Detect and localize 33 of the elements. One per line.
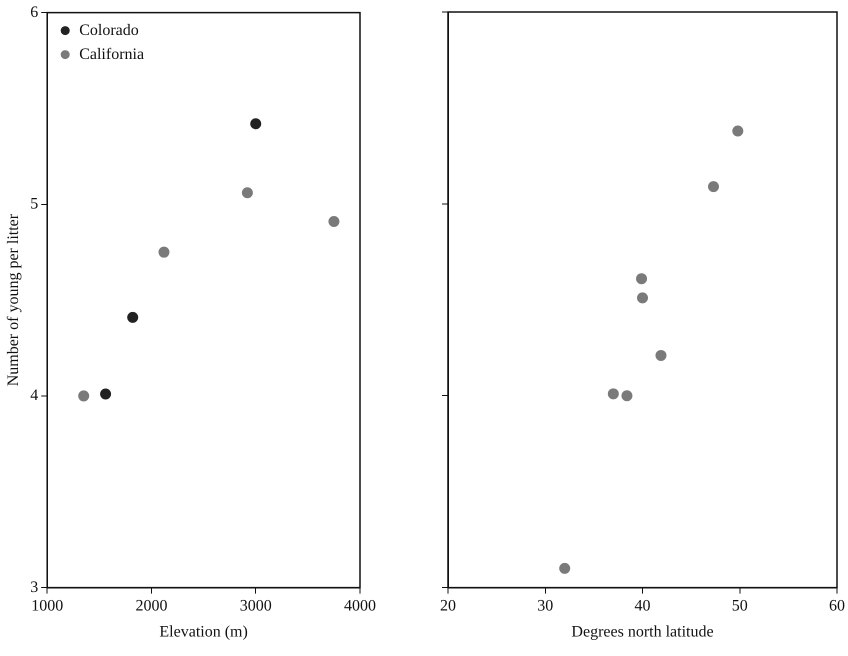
- x-tick-label: 40: [634, 597, 650, 614]
- point: [655, 350, 666, 361]
- point: [621, 390, 632, 402]
- y-tick-label: 4: [30, 387, 38, 404]
- point: [559, 562, 570, 574]
- x-tick-label: 2000: [135, 597, 168, 614]
- point: [708, 181, 719, 192]
- y-tick-label: 6: [30, 4, 38, 21]
- x-axis-title: Elevation (m): [159, 624, 248, 641]
- point: [608, 388, 619, 400]
- x-tick-label: 3000: [240, 597, 272, 614]
- y-axis-title: Number of young per litter: [4, 213, 22, 386]
- legend-label: California: [79, 46, 144, 63]
- point: [636, 273, 648, 284]
- x-tick-label: 30: [537, 597, 554, 614]
- point: [78, 390, 90, 402]
- y-tick-label: 3: [30, 578, 38, 596]
- legend-label: Colorado: [79, 22, 139, 39]
- point: [328, 216, 340, 228]
- point: [732, 125, 744, 136]
- point: [250, 118, 262, 130]
- point: [242, 187, 253, 198]
- y-tick-label: 5: [30, 195, 38, 212]
- point: [158, 246, 170, 258]
- x-tick-label: 20: [440, 597, 456, 614]
- point: [127, 312, 138, 323]
- x-tick-label: 1000: [31, 597, 64, 614]
- x-tick-label: 50: [732, 597, 748, 614]
- x-tick-label: 4000: [344, 597, 376, 614]
- point: [100, 388, 112, 400]
- point: [637, 292, 648, 304]
- x-axis-title: Degrees north latitude: [571, 624, 714, 641]
- x-tick-label: 60: [829, 597, 845, 614]
